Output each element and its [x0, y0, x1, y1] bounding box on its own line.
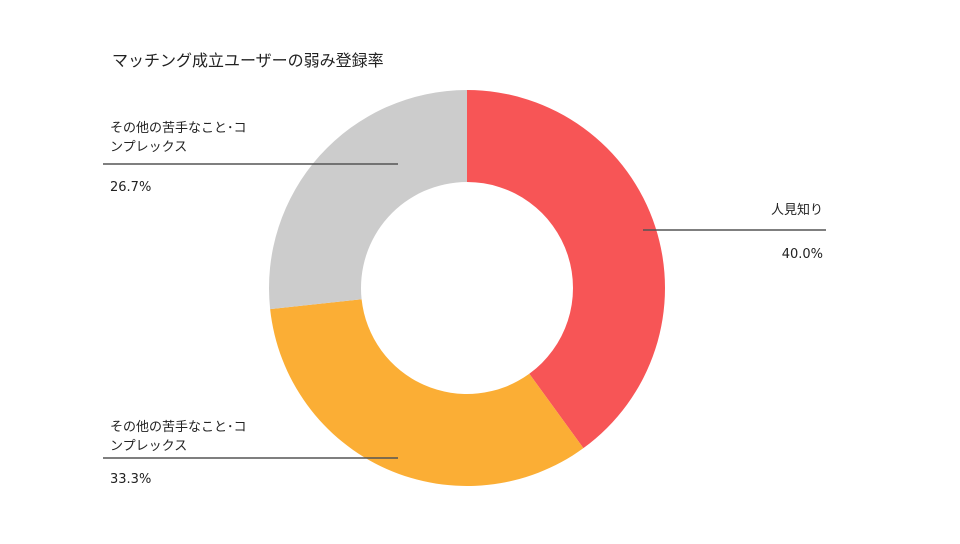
slice-value-3: 26.7% — [110, 180, 151, 195]
slice-value-2: 33.3% — [110, 472, 151, 487]
donut-slice-3 — [269, 90, 467, 310]
donut-slice-2 — [270, 299, 584, 486]
slice-label-3-line-1: その他の苦手なこと･コ — [110, 120, 247, 136]
donut-slices — [269, 90, 665, 486]
chart-title: マッチング成立ユーザーの弱み登録率 — [112, 51, 384, 70]
slice-value-1: 40.0% — [782, 247, 823, 262]
slice-label-2-line-2: ンプレックス — [110, 439, 187, 454]
slice-label-3-line-2: ンプレックス — [110, 140, 187, 155]
slice-label-1: 人見知り — [771, 202, 823, 218]
slice-label-2-line-1: その他の苦手なこと･コ — [110, 419, 247, 435]
donut-slice-1 — [467, 90, 665, 449]
